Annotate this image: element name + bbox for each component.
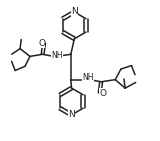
Text: O: O <box>38 38 45 48</box>
Text: O: O <box>99 89 106 98</box>
Text: NH: NH <box>51 51 63 60</box>
Text: N: N <box>71 7 78 16</box>
Text: N: N <box>68 110 75 119</box>
Text: NH: NH <box>82 73 93 82</box>
